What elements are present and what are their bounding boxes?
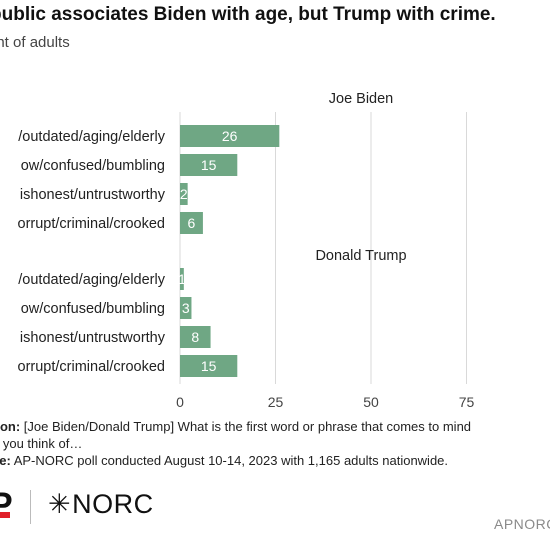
question-note: tion: [Joe Biden/Donald Trump] What is t… bbox=[0, 418, 550, 435]
chart-title: public associates Biden with age, but Tr… bbox=[0, 4, 496, 25]
ap-logo: P bbox=[0, 486, 13, 524]
source-note: ce: AP-NORC poll conducted August 10-14,… bbox=[0, 452, 550, 469]
bar bbox=[180, 183, 188, 205]
bar bbox=[180, 154, 238, 176]
source-prefix: ce: bbox=[0, 453, 11, 468]
category-label: ishonest/untrustworthy bbox=[20, 330, 166, 346]
category-label: orrupt/criminal/crooked bbox=[18, 216, 165, 232]
bar-value-label: 15 bbox=[201, 358, 217, 374]
panel-title-0: Joe Biden bbox=[329, 91, 394, 107]
panel-title-1: Donald Trump bbox=[315, 248, 406, 264]
category-label: ow/confused/bumbling bbox=[21, 301, 165, 317]
credit-text: APNORC bbox=[494, 516, 550, 532]
logo-divider bbox=[30, 490, 31, 524]
bar-value-label: 6 bbox=[188, 215, 196, 231]
norc-star-icon: ✳ bbox=[48, 489, 72, 519]
question-prefix: tion: bbox=[0, 419, 21, 434]
bar-value-label: 15 bbox=[201, 157, 217, 173]
bar-value-label: 1 bbox=[178, 271, 186, 287]
x-tick-label: 25 bbox=[268, 394, 284, 410]
bar bbox=[180, 268, 184, 290]
norc-logo: ✳NORC bbox=[48, 489, 154, 520]
category-label: orrupt/criminal/crooked bbox=[18, 359, 165, 375]
bar bbox=[180, 355, 238, 377]
chart-subtitle: ent of adults bbox=[0, 34, 70, 51]
bar-value-label: 26 bbox=[222, 128, 238, 144]
ap-logo-red-mark bbox=[0, 512, 10, 518]
norc-logo-text: NORC bbox=[72, 489, 154, 519]
bar-value-label: 3 bbox=[182, 300, 190, 316]
x-tick-label: 75 bbox=[459, 394, 475, 410]
category-label: /outdated/aging/elderly bbox=[18, 129, 165, 145]
category-label: ow/confused/bumbling bbox=[21, 158, 165, 174]
bar bbox=[180, 125, 280, 147]
bar-chart: Joe Biden/outdated/aging/elderly 26 ow/con… bbox=[18, 91, 475, 410]
x-tick-label: 50 bbox=[363, 394, 379, 410]
category-label: /outdated/aging/elderly bbox=[18, 272, 165, 288]
x-tick-label: 0 bbox=[176, 394, 184, 410]
bar-value-label: 2 bbox=[180, 186, 188, 202]
question-text: [Joe Biden/Donald Trump] What is the fir… bbox=[20, 419, 472, 434]
bar bbox=[180, 297, 192, 319]
bar bbox=[180, 212, 203, 234]
source-text: AP-NORC poll conducted August 10-14, 202… bbox=[10, 453, 449, 468]
category-label: ishonest/untrustworthy bbox=[20, 187, 166, 203]
bar bbox=[180, 326, 211, 348]
question-note-line2: n you think of… bbox=[0, 436, 83, 451]
bar-value-label: 8 bbox=[191, 329, 199, 345]
chart-notes: tion: [Joe Biden/Donald Trump] What is t… bbox=[0, 418, 550, 469]
